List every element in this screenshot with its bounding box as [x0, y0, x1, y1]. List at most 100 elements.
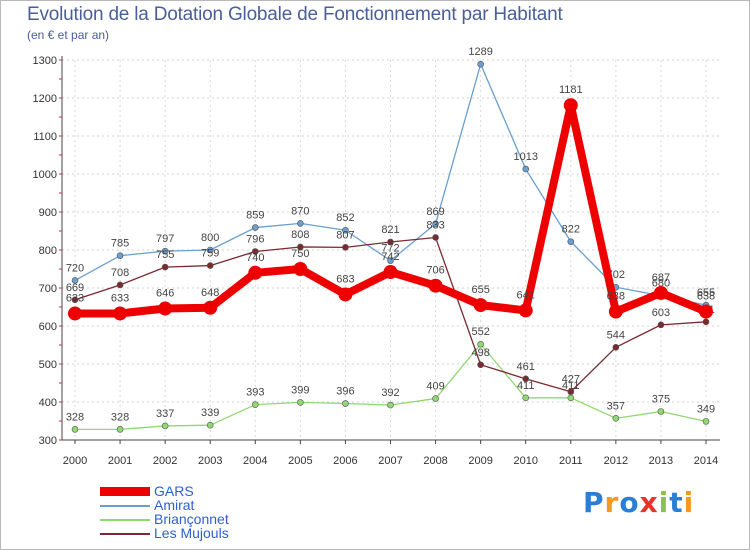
- data-label: 750: [291, 248, 309, 260]
- x-tick-label: 2008: [423, 455, 447, 467]
- data-point: [297, 243, 304, 251]
- series-les-mujouls: 669 708 755 759 796 808 807 821 833 498 461 427 544 6…: [66, 219, 715, 396]
- data-point: [206, 262, 214, 269]
- x-tick-label: 2000: [63, 455, 87, 467]
- data-label: 328: [66, 411, 84, 423]
- data-label: 411: [562, 380, 580, 392]
- x-tick-label: 2001: [108, 455, 132, 467]
- data-point: [161, 247, 169, 255]
- data-label: 708: [111, 267, 129, 279]
- series-gars: 633 633 646 648 740 750 683 742 706 655 641 1181 638…: [66, 84, 715, 321]
- x-tick-label: 2012: [604, 455, 628, 467]
- logo-letter: r: [604, 486, 620, 519]
- data-label: 337: [156, 408, 174, 420]
- data-label: 870: [291, 205, 309, 217]
- data-point: [522, 394, 530, 402]
- data-label: 349: [697, 403, 715, 415]
- y-tick-label: 400: [39, 397, 57, 409]
- y-tick-label: 700: [39, 283, 57, 295]
- y-tick-label: 900: [39, 207, 57, 219]
- x-tick-label: 2002: [153, 455, 177, 467]
- legend-item: GARS: [100, 483, 300, 499]
- data-point: [432, 395, 439, 402]
- data-label: 669: [66, 282, 84, 294]
- data-point: [563, 98, 578, 113]
- legend-swatch: [100, 519, 150, 521]
- data-point: [657, 408, 665, 415]
- chart-subtitle: (en € et par an): [27, 28, 110, 42]
- data-point: [71, 296, 79, 304]
- logo-letter: o: [619, 486, 640, 519]
- data-label: 633: [66, 292, 84, 304]
- data-point: [657, 321, 665, 329]
- data-label: 638: [697, 291, 715, 303]
- data-label: 687: [652, 272, 670, 284]
- data-point: [248, 265, 263, 280]
- data-label: 833: [426, 219, 444, 231]
- data-label: 797: [156, 233, 174, 245]
- series-brian-onnet: 328 328 337 339 393 399 396 392 409 552 411 411 357 3…: [66, 326, 715, 433]
- data-point: [702, 318, 710, 326]
- data-label: 427: [562, 374, 580, 386]
- data-label: 1289: [468, 46, 492, 58]
- data-label: 633: [111, 292, 129, 304]
- data-point: [297, 220, 304, 227]
- data-point: [116, 426, 124, 433]
- logo-letter: P: [583, 486, 605, 519]
- legend-swatch: [100, 487, 150, 496]
- data-label: 706: [426, 265, 444, 277]
- data-label: 375: [652, 394, 670, 406]
- x-tick-label: 2013: [649, 455, 673, 467]
- data-point: [251, 248, 259, 255]
- data-point: [342, 400, 349, 407]
- data-point: [473, 298, 488, 313]
- data-label: 328: [111, 411, 129, 423]
- data-label: 411: [517, 380, 535, 392]
- data-point: [653, 285, 668, 300]
- data-point: [432, 220, 439, 228]
- logo-letter: x: [639, 486, 659, 519]
- data-point: [612, 343, 620, 351]
- legend-swatch: [100, 533, 150, 535]
- data-label: 544: [607, 329, 625, 341]
- data-label: 648: [201, 287, 219, 299]
- x-tick-label: 2010: [513, 455, 537, 467]
- y-tick-label: 500: [39, 359, 57, 371]
- x-tick-label: 2009: [468, 455, 492, 467]
- data-point: [161, 422, 169, 430]
- data-label: 655: [471, 284, 489, 296]
- x-tick-label: 2006: [333, 455, 357, 467]
- data-label: 742: [381, 251, 399, 263]
- y-tick-label: 1300: [33, 55, 57, 67]
- legend-item: Briançonnet: [100, 511, 300, 527]
- data-point: [71, 426, 79, 433]
- data-label: 755: [156, 249, 174, 261]
- proxiti-logo: Proxiti: [583, 486, 694, 519]
- logo-letter: i: [683, 486, 695, 519]
- data-point: [567, 238, 575, 245]
- data-label: 399: [291, 384, 309, 396]
- data-label: 409: [426, 381, 444, 393]
- data-label: 339: [201, 407, 219, 419]
- data-point: [342, 244, 349, 251]
- data-point: [251, 224, 259, 231]
- data-label: 461: [517, 361, 535, 373]
- legend-item: Amirat: [100, 497, 300, 513]
- data-point: [293, 262, 308, 276]
- data-point: [428, 278, 443, 293]
- data-label: 808: [291, 229, 309, 241]
- y-tick-label: 1000: [33, 169, 57, 181]
- data-point: [161, 263, 169, 271]
- y-tick-label: 600: [39, 321, 57, 333]
- y-tick-label: 300: [39, 435, 57, 447]
- data-point: [116, 252, 124, 259]
- data-label: 759: [201, 248, 219, 260]
- data-point: [71, 277, 79, 284]
- data-point: [522, 165, 530, 173]
- data-label: 680: [652, 278, 670, 290]
- x-tick-label: 2005: [288, 455, 312, 467]
- legend-item: Les Mujouls: [100, 525, 300, 541]
- data-label: 392: [381, 387, 399, 399]
- data-label: 655: [697, 287, 715, 299]
